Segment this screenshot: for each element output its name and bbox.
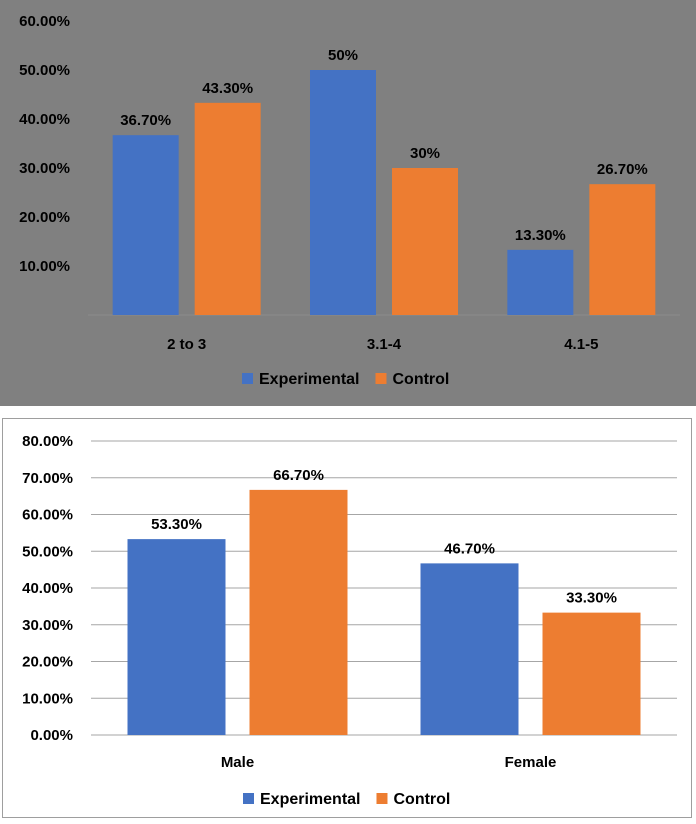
chart1-ytick-label: 60.00% [19,13,70,30]
chart2-ytick-label: 40.00% [22,580,73,597]
chart1-bar-control-2 [589,184,656,315]
chart2-bar-control-1 [542,612,641,735]
chart1-legend-swatch-experimental [242,373,253,384]
chart2-data-label: 33.30% [566,590,617,607]
chart1-category-label: 4.1-5 [564,336,598,353]
chart1-legend-swatch-control [375,373,387,384]
chart1-category-label: 3.1-4 [367,336,402,353]
chart2-ytick-label: 10.00% [22,690,73,707]
chart2-bar-control-0 [249,489,348,735]
chart2-legend-label: Experimental [260,791,360,808]
chart2-bar-experimental-1 [420,563,519,735]
chart2-category-label: Female [505,754,557,771]
chart1-legend-label: Control [392,371,449,388]
chart2-ytick-label: 60.00% [22,507,73,524]
chart1-ytick-label: 30.00% [19,160,70,177]
chart1-bar-experimental-2 [507,249,574,315]
chart2-data-label: 66.70% [273,467,324,484]
chart1-bar-experimental-0 [112,135,179,315]
chart2-bar-experimental-0 [127,539,226,735]
chart1-category-label: 2 to 3 [167,336,206,353]
chart-grade-range-svg: 60.00% 50.00% 40.00% 30.00% 20.00% 10.00% 36.7… [19,13,680,388]
chart2-ytick-label: 70.00% [22,470,73,487]
chart1-ytick-label: 40.00% [19,111,70,128]
chart2-data-label: 53.30% [151,516,202,533]
chart1-ytick-label: 50.00% [19,62,70,79]
chart2-legend-label: Control [393,791,450,808]
chart2-ytick-label: 80.00% [22,433,73,450]
chart1-ytick-label: 10.00% [19,258,70,275]
chart2-ytick-label: 30.00% [22,617,73,634]
chart-gender: 80.00% 70.00% 60.00% 50.00% 40.00% 30.00% 20.0… [2,418,692,818]
chart2-data-label: 46.70% [444,540,495,557]
chart1-data-label: 26.70% [597,161,648,178]
chart1-data-label: 43.30% [202,80,253,97]
chart2-ytick-label: 0.00% [30,727,73,744]
chart1-data-label: 30% [410,145,440,162]
chart1-legend-label: Experimental [259,371,359,388]
chart2-legend-swatch-experimental [243,793,254,804]
chart2-category-label: Male [221,754,254,771]
chart2-ytick-label: 50.00% [22,543,73,560]
chart1-bar-control-1 [392,168,458,315]
chart1-data-label: 50% [328,47,358,64]
chart2-ytick-label: 20.00% [22,654,73,671]
chart1-data-label: 36.70% [120,112,171,129]
chart1-bar-experimental-1 [310,70,376,315]
chart1-data-label: 13.30% [515,227,566,244]
chart-gender-svg: 80.00% 70.00% 60.00% 50.00% 40.00% 30.00% 20.0… [22,433,677,808]
chart-grade-range: 60.00% 50.00% 40.00% 30.00% 20.00% 10.00% 36.7… [0,0,696,406]
chart1-ytick-label: 20.00% [19,209,70,226]
chart2-legend-swatch-control [376,793,388,804]
chart1-bar-control-0 [194,102,261,315]
